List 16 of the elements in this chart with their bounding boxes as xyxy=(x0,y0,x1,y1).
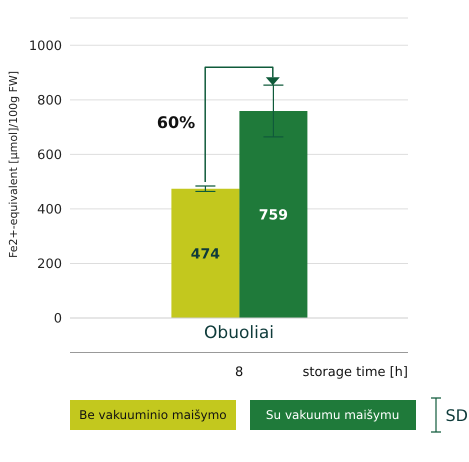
data-label: 474 xyxy=(190,246,220,262)
x-tick-label: Obuoliai xyxy=(204,323,274,344)
y-tick-label: 600 xyxy=(37,148,62,163)
text: SD xyxy=(446,406,468,424)
text: Be vakuuminio maišymo xyxy=(70,400,236,430)
y-tick-label: 200 xyxy=(37,257,62,272)
y-axis-title: Fe2+-equivalent [µmol]/100g FW] xyxy=(6,70,20,258)
y-tick-label: 400 xyxy=(37,202,62,218)
text: Su vakuumu maišymu xyxy=(250,400,416,430)
y-tick-label: 0 xyxy=(54,312,62,327)
x-axis-title: storage time [h] xyxy=(302,365,408,380)
annotation: 60% xyxy=(156,112,196,132)
y-tick-label: 1000 xyxy=(28,38,62,54)
data-label: 759 xyxy=(258,207,288,224)
text: 8 xyxy=(235,365,244,380)
y-tick-label: 800 xyxy=(37,93,62,108)
